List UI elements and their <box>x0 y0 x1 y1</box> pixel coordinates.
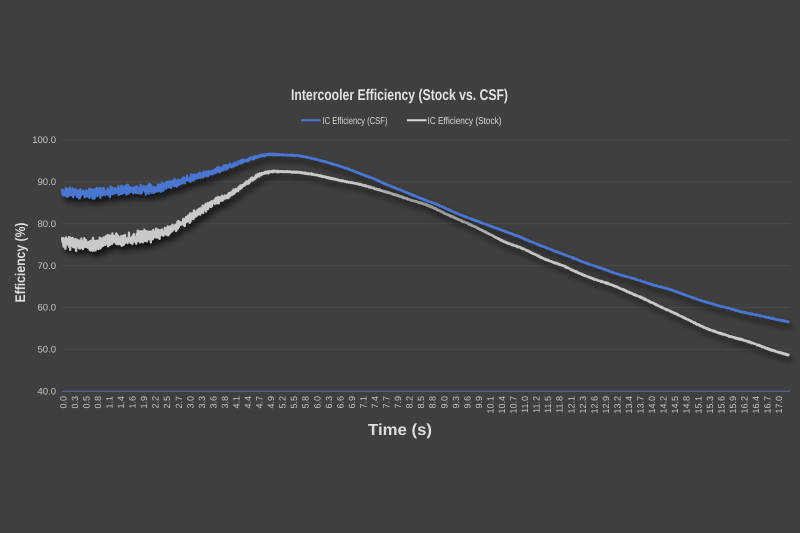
svg-text:1.4: 1.4 <box>116 396 126 409</box>
svg-text:15.1: 15.1 <box>693 396 703 414</box>
svg-text:16.2: 16.2 <box>740 396 750 414</box>
svg-text:11.2: 11.2 <box>532 396 542 413</box>
svg-text:4.4: 4.4 <box>243 396 253 409</box>
svg-text:3.8: 3.8 <box>220 396 230 409</box>
svg-text:4.9: 4.9 <box>266 396 276 409</box>
svg-text:1.6: 1.6 <box>128 396 138 409</box>
svg-text:12.9: 12.9 <box>601 396 611 414</box>
svg-text:0.5: 0.5 <box>81 396 91 409</box>
svg-text:IC Efficiency (CSF): IC Efficiency (CSF) <box>323 116 388 127</box>
svg-text:8.2: 8.2 <box>405 396 415 409</box>
svg-text:0.0: 0.0 <box>58 396 68 409</box>
svg-text:12.1: 12.1 <box>566 396 576 414</box>
svg-text:2.2: 2.2 <box>151 396 161 409</box>
svg-text:9.9: 9.9 <box>474 396 484 409</box>
svg-text:40.0: 40.0 <box>38 387 57 398</box>
svg-text:15.3: 15.3 <box>705 396 715 414</box>
svg-text:14.0: 14.0 <box>647 396 657 414</box>
svg-text:60.0: 60.0 <box>38 303 57 314</box>
svg-text:8.5: 8.5 <box>416 396 426 409</box>
svg-text:7.7: 7.7 <box>382 396 392 409</box>
svg-text:7.1: 7.1 <box>359 396 369 409</box>
svg-text:15.6: 15.6 <box>716 396 726 414</box>
svg-text:2.7: 2.7 <box>174 396 184 409</box>
svg-text:15.9: 15.9 <box>728 396 738 414</box>
svg-text:9.3: 9.3 <box>451 396 461 409</box>
svg-text:0.8: 0.8 <box>93 396 103 409</box>
svg-text:7.9: 7.9 <box>393 396 403 409</box>
svg-text:10.1: 10.1 <box>486 396 496 414</box>
svg-text:6.6: 6.6 <box>335 396 345 409</box>
svg-text:9.0: 9.0 <box>439 396 449 409</box>
svg-text:6.9: 6.9 <box>347 396 357 409</box>
svg-text:13.2: 13.2 <box>613 396 623 414</box>
svg-text:5.2: 5.2 <box>278 396 288 409</box>
svg-text:13.4: 13.4 <box>624 396 634 414</box>
svg-text:7.4: 7.4 <box>370 396 380 409</box>
svg-text:14.8: 14.8 <box>682 396 692 414</box>
svg-text:IC Efficiency (Stock): IC Efficiency (Stock) <box>428 116 502 127</box>
svg-text:8.8: 8.8 <box>428 396 438 409</box>
svg-text:50.0: 50.0 <box>38 345 57 356</box>
svg-text:6.3: 6.3 <box>324 396 334 409</box>
svg-text:1.9: 1.9 <box>139 396 149 409</box>
svg-text:3.3: 3.3 <box>197 396 207 409</box>
svg-text:2.5: 2.5 <box>162 396 172 409</box>
svg-text:10.4: 10.4 <box>497 396 507 414</box>
svg-text:90.0: 90.0 <box>38 177 57 188</box>
svg-text:11.5: 11.5 <box>543 396 553 413</box>
svg-text:14.2: 14.2 <box>659 396 669 414</box>
svg-text:100.0: 100.0 <box>32 135 56 146</box>
svg-text:17.0: 17.0 <box>774 396 784 414</box>
svg-text:80.0: 80.0 <box>38 219 57 230</box>
svg-text:70.0: 70.0 <box>38 261 57 272</box>
svg-text:4.1: 4.1 <box>232 396 242 409</box>
svg-text:10.7: 10.7 <box>509 396 519 414</box>
svg-text:Intercooler Efficiency (Stock: Intercooler Efficiency (Stock vs. CSF) <box>291 87 508 104</box>
svg-text:Efficiency (%): Efficiency (%) <box>12 223 28 303</box>
svg-text:4.7: 4.7 <box>255 396 265 409</box>
svg-text:1.1: 1.1 <box>105 396 115 409</box>
svg-text:13.7: 13.7 <box>636 396 646 414</box>
svg-text:0.3: 0.3 <box>70 396 80 409</box>
svg-text:5.8: 5.8 <box>301 396 311 409</box>
svg-text:3.6: 3.6 <box>208 396 218 409</box>
svg-text:3.0: 3.0 <box>185 396 195 409</box>
svg-text:12.6: 12.6 <box>589 396 599 414</box>
svg-text:Time (s): Time (s) <box>368 422 432 439</box>
svg-text:12.3: 12.3 <box>578 396 588 414</box>
svg-text:11.0: 11.0 <box>520 396 530 413</box>
svg-text:14.5: 14.5 <box>670 396 680 414</box>
svg-text:16.7: 16.7 <box>763 396 773 414</box>
svg-text:16.4: 16.4 <box>751 396 761 414</box>
svg-text:11.8: 11.8 <box>555 396 565 413</box>
svg-text:6.0: 6.0 <box>312 396 322 409</box>
svg-text:9.6: 9.6 <box>462 396 472 409</box>
svg-text:5.5: 5.5 <box>289 396 299 409</box>
